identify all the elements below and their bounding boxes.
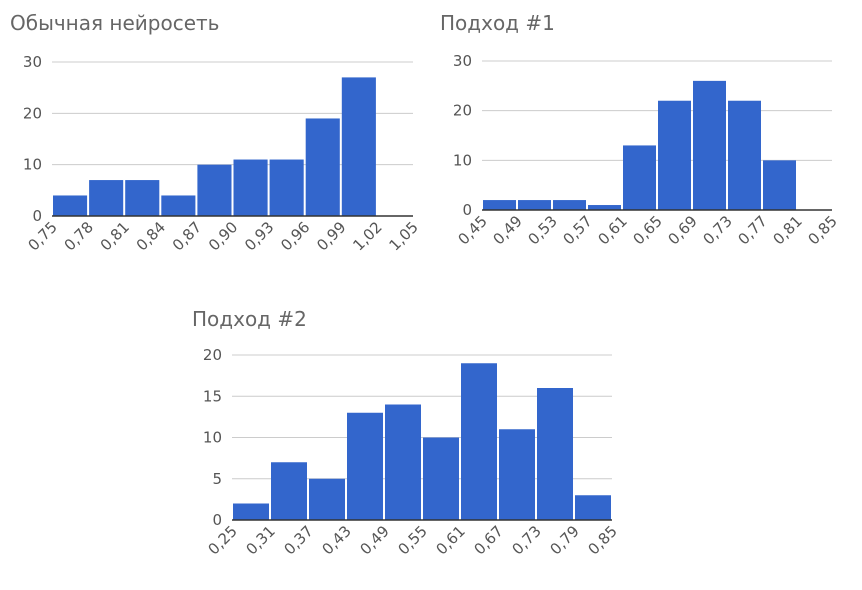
bar: [499, 429, 535, 520]
y-tick-label: 30: [23, 53, 42, 71]
x-tick-label: 0,75: [24, 218, 60, 254]
x-tick-label: 0,69: [664, 212, 700, 248]
x-tick-label: 0,61: [594, 212, 630, 248]
bar: [588, 205, 621, 210]
bar: [309, 478, 345, 520]
bar: [518, 200, 551, 210]
bar: [728, 100, 761, 210]
y-tick-label: 20: [453, 102, 472, 120]
bar: [658, 100, 691, 210]
y-tick-label: 20: [203, 346, 222, 364]
x-tick-label: 0,49: [489, 212, 525, 248]
y-tick-label: 0: [32, 207, 42, 225]
chart-title: Подход #1: [440, 11, 555, 35]
x-tick-label: 0,85: [584, 522, 620, 558]
x-tick-label: 0,43: [318, 522, 354, 558]
x-tick-label: 0,31: [242, 522, 278, 558]
x-tick-label: 0,99: [313, 218, 349, 254]
bar: [623, 145, 656, 210]
x-tick-label: 0,55: [394, 522, 430, 558]
y-tick-label: 15: [203, 387, 222, 405]
y-tick-label: 10: [453, 151, 472, 169]
bar: [461, 363, 497, 520]
y-tick-label: 0: [212, 511, 222, 529]
bar: [53, 195, 88, 216]
x-tick-label: 0,45: [454, 212, 490, 248]
bar: [575, 495, 611, 520]
bar: [197, 164, 232, 216]
x-tick-label: 0,53: [524, 212, 560, 248]
bar: [347, 412, 383, 520]
bar: [233, 503, 269, 520]
bar: [233, 159, 268, 216]
x-tick-label: 0,84: [133, 218, 169, 254]
bar: [271, 462, 307, 520]
bar: [269, 159, 304, 216]
y-tick-label: 5: [212, 470, 222, 488]
bar: [763, 160, 796, 210]
bar: [305, 118, 340, 216]
x-tick-label: 1,02: [349, 218, 385, 254]
bar: [483, 200, 516, 210]
x-tick-label: 0,65: [629, 212, 665, 248]
bar: [553, 200, 586, 210]
x-tick-label: 0,73: [508, 522, 544, 558]
bar: [89, 180, 124, 216]
bar: [125, 180, 160, 216]
x-tick-label: 0,96: [277, 218, 313, 254]
x-tick-label: 0,61: [432, 522, 468, 558]
x-tick-label: 0,73: [699, 212, 735, 248]
chart-title: Обычная нейросеть: [10, 11, 219, 35]
x-tick-label: 0,37: [280, 522, 316, 558]
x-tick-label: 0,78: [61, 218, 97, 254]
x-tick-label: 0,93: [241, 218, 277, 254]
x-tick-label: 0,77: [734, 212, 770, 248]
y-tick-label: 10: [203, 429, 222, 447]
x-tick-label: 0,57: [559, 212, 595, 248]
x-tick-label: 0,85: [804, 212, 840, 248]
y-tick-label: 10: [23, 156, 42, 174]
x-tick-label: 0,67: [470, 522, 506, 558]
bar: [385, 404, 421, 520]
bar: [693, 80, 726, 210]
bar: [161, 195, 196, 216]
bar: [423, 437, 459, 520]
y-tick-label: 20: [23, 104, 42, 122]
x-tick-label: 0,87: [169, 218, 205, 254]
bar: [341, 77, 376, 217]
y-tick-label: 30: [453, 52, 472, 70]
bar: [537, 388, 573, 520]
x-tick-label: 0,81: [769, 212, 805, 248]
x-tick-label: 0,90: [205, 218, 241, 254]
chart-title: Подход #2: [192, 307, 307, 331]
x-tick-label: 0,79: [546, 522, 582, 558]
x-tick-label: 0,25: [204, 522, 240, 558]
y-tick-label: 0: [462, 201, 472, 219]
x-tick-label: 1,05: [385, 218, 421, 254]
x-tick-label: 0,49: [356, 522, 392, 558]
x-tick-label: 0,81: [97, 218, 133, 254]
